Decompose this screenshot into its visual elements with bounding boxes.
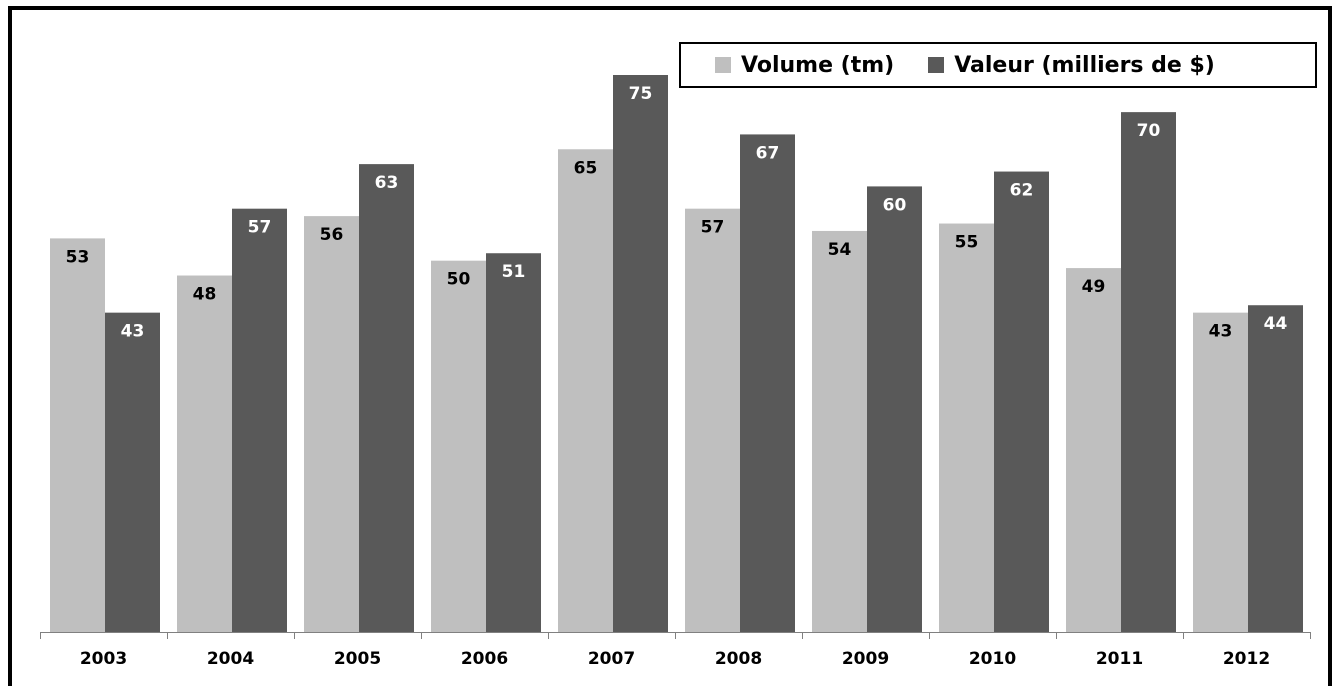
data-label-valeur-2008: 67 — [756, 143, 780, 163]
x-tick-label-2009: 2009 — [842, 649, 889, 669]
data-label-valeur-2005: 63 — [375, 173, 399, 193]
chart-legend: Volume (tm) Valeur (milliers de $) — [679, 42, 1317, 88]
bar-volume-2009 — [812, 230, 867, 632]
x-tick-label-2003: 2003 — [80, 649, 127, 669]
data-label-volume-2007: 65 — [574, 158, 598, 178]
data-label-valeur-2010: 62 — [1010, 181, 1034, 201]
legend-item-valeur: Valeur (milliers de $) — [928, 53, 1215, 78]
bar-volume-2003 — [50, 238, 105, 633]
data-label-volume-2010: 55 — [955, 233, 979, 253]
bar-valeur-2010 — [994, 171, 1049, 632]
bar-valeur-2008 — [740, 134, 795, 632]
legend-swatch-valeur — [928, 57, 945, 73]
data-label-volume-2003: 53 — [66, 247, 90, 267]
data-label-valeur-2003: 43 — [121, 322, 145, 342]
bar-volume-2012 — [1193, 312, 1248, 632]
data-label-volume-2004: 48 — [193, 285, 217, 305]
bar-volume-2006 — [431, 260, 486, 632]
data-label-volume-2006: 50 — [447, 270, 471, 290]
bar-valeur-2006 — [486, 253, 541, 633]
x-tick-label-2007: 2007 — [588, 649, 635, 669]
bar-volume-2010 — [939, 223, 994, 633]
data-label-valeur-2004: 57 — [248, 218, 272, 238]
data-label-valeur-2006: 51 — [502, 262, 526, 282]
chart-frame — [8, 6, 1332, 686]
bar-valeur-2011 — [1121, 112, 1176, 633]
bar-valeur-2007 — [613, 75, 668, 632]
bar-valeur-2012 — [1248, 305, 1303, 632]
data-label-volume-2008: 57 — [701, 218, 725, 238]
x-tick-label-2004: 2004 — [207, 649, 254, 669]
bar-volume-2004 — [177, 275, 232, 632]
bar-valeur-2009 — [867, 186, 922, 632]
data-label-volume-2009: 54 — [828, 240, 852, 260]
bar-valeur-2005 — [359, 164, 414, 632]
x-tick-label-2010: 2010 — [969, 649, 1016, 669]
data-label-volume-2011: 49 — [1082, 277, 1106, 297]
bar-valeur-2003 — [105, 312, 160, 632]
data-label-valeur-2012: 44 — [1264, 314, 1288, 334]
legend-label-volume: Volume (tm) — [741, 52, 895, 78]
data-label-valeur-2009: 60 — [883, 195, 907, 215]
data-label-volume-2012: 43 — [1209, 322, 1233, 342]
bar-volume-2007 — [558, 149, 613, 632]
x-tick-label-2008: 2008 — [715, 649, 762, 669]
bar-valeur-2004 — [232, 208, 287, 632]
legend-swatch-volume — [715, 57, 731, 73]
x-tick-label-2006: 2006 — [461, 649, 508, 669]
bar-volume-2008 — [685, 208, 740, 632]
x-tick-label-2011: 2011 — [1096, 649, 1143, 669]
bar-volume-2005 — [304, 216, 359, 632]
legend-label-valeur: Valeur (milliers de $) — [954, 52, 1215, 78]
legend-item-volume: Volume (tm) — [715, 53, 894, 78]
data-label-valeur-2011: 70 — [1137, 121, 1161, 141]
x-tick-label-2012: 2012 — [1223, 649, 1270, 669]
data-label-volume-2005: 56 — [320, 225, 344, 245]
x-tick-label-2005: 2005 — [334, 649, 381, 669]
bar-volume-2011 — [1066, 268, 1121, 632]
data-label-valeur-2007: 75 — [629, 84, 653, 104]
